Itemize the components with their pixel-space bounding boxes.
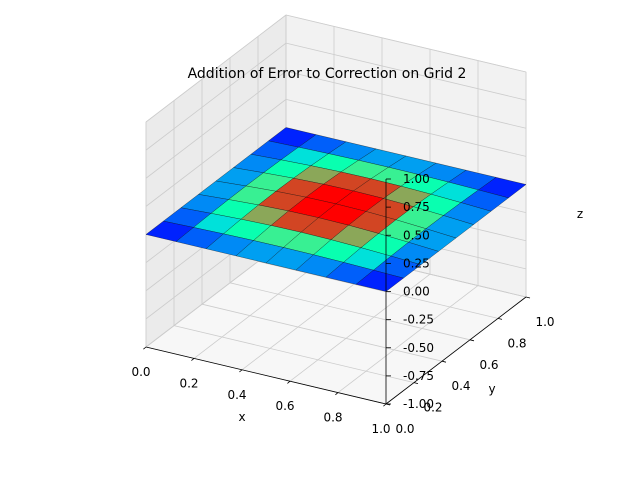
- grid-line-z-back: [285, 98, 527, 157]
- x-tick-mark: [335, 392, 339, 396]
- x-tick-label: 0.8: [323, 411, 342, 425]
- y-tick-mark: [525, 296, 531, 299]
- z-tick-label: 0.75: [403, 200, 430, 214]
- z-tick-label: -0.25: [403, 313, 434, 327]
- x-tick-mark: [191, 358, 195, 361]
- x-axis-label: x: [238, 410, 245, 424]
- grid-line-y-floor: [201, 303, 443, 362]
- grid-line-z-back: [285, 14, 527, 73]
- grid-line-z-left: [145, 70, 287, 179]
- z-tick-label: 1.00: [403, 172, 430, 186]
- y-tick-label: 0.0: [395, 422, 414, 436]
- grid-line-z-back: [285, 70, 527, 129]
- x-tick-mark: [383, 403, 387, 407]
- grid-line-y-floor: [173, 325, 415, 383]
- surface-mesh: [145, 127, 527, 292]
- y-axis-line: [385, 296, 527, 405]
- grid-line-y-floor: [229, 282, 471, 341]
- z-tick-label: 0.25: [403, 256, 430, 270]
- tick-labels: 0.0 0.2 0.4 0.6 0.8 1.0 0.0 0.2 0.4 0.6 0.8 1.0 -1.0…: [131, 172, 554, 436]
- y-tick-label: 0.6: [479, 358, 498, 372]
- y-axis-label: y: [488, 382, 495, 396]
- x-tick-label: 0.0: [131, 365, 150, 379]
- y-tick-mark: [497, 318, 503, 320]
- x-tick-label: 0.6: [275, 399, 294, 413]
- z-tick-label: -1.00: [403, 397, 434, 411]
- x-tick-label: 0.2: [179, 376, 198, 390]
- z-tick-label: 0.50: [403, 228, 430, 242]
- y-tick-label: 0.8: [507, 336, 526, 350]
- y-tick-mark: [469, 339, 475, 342]
- grid-line-x-floor: [337, 285, 479, 393]
- x-tick-label: 0.4: [227, 388, 246, 402]
- grid-line-z-left: [145, 99, 287, 207]
- x-axis-line: [145, 346, 387, 405]
- z-tick-label: -0.50: [403, 341, 434, 355]
- x-tick-mark: [287, 380, 291, 384]
- grid-line-y-floor: [257, 261, 499, 319]
- chart-title: Addition of Error to Correction on Grid …: [188, 66, 467, 82]
- grid-line-x-floor: [289, 273, 431, 382]
- y-tick-mark: [441, 360, 447, 363]
- y-tick-label: 1.0: [535, 315, 554, 329]
- grid-line-z-left: [145, 42, 287, 151]
- z-tick-label: 0.00: [403, 285, 430, 299]
- y-tick-mark: [413, 382, 419, 384]
- x-tick-mark: [143, 346, 147, 350]
- z-tick-label: -0.75: [403, 369, 434, 383]
- surface-cell: [355, 269, 405, 292]
- x-tick-label: 1.0: [371, 422, 390, 436]
- y-tick-label: 0.2: [423, 401, 442, 415]
- grid-line-z-left: [145, 14, 287, 123]
- z-axis-label: z: [577, 207, 583, 221]
- y-tick-label: 0.4: [451, 379, 470, 393]
- grid-line-z-back: [285, 42, 527, 101]
- x-tick-mark: [239, 369, 243, 373]
